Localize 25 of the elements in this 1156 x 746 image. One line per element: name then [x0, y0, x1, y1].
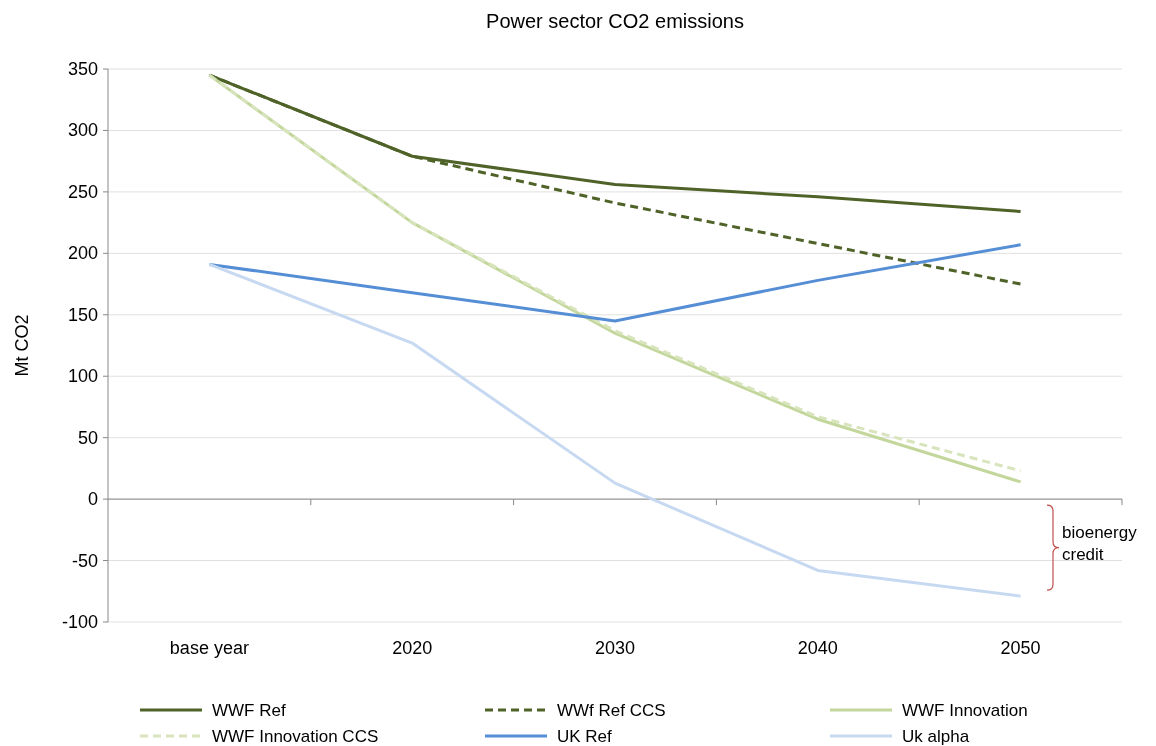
- legend-label: WWF Innovation: [902, 701, 1028, 720]
- y-tick-label: -100: [61, 612, 98, 632]
- y-tick-label: 250: [67, 181, 98, 202]
- legend-label: WWF Ref: [212, 701, 286, 720]
- y-tick-label: 300: [67, 120, 98, 141]
- y-tick-label: -50: [71, 550, 98, 571]
- legend-label: WWf Ref CCS: [557, 701, 666, 720]
- x-tick-label: 2030: [594, 638, 636, 658]
- chart-title: Power sector CO2 emissions: [486, 10, 744, 32]
- y-tick-label: 0: [87, 489, 98, 510]
- y-tick-label: 200: [67, 243, 98, 264]
- x-tick-label: 2040: [797, 638, 838, 658]
- legend-label: Uk alpha: [902, 727, 970, 746]
- x-tick-label: 2020: [392, 638, 433, 658]
- annotation: bioenergy credit: [1062, 522, 1138, 564]
- y-axis-title: Mt CO2: [12, 314, 32, 377]
- y-tick-label: 50: [77, 427, 98, 448]
- legend-label: WWF Innovation CCS: [212, 727, 379, 746]
- x-tick-label: 2050: [1000, 638, 1041, 658]
- x-tick-label: base year: [169, 638, 249, 658]
- y-tick-label: 100: [67, 366, 98, 387]
- y-tick-label: 150: [67, 304, 98, 325]
- legend-label: UK Ref: [557, 727, 613, 746]
- y-tick-label: 350: [67, 59, 98, 79]
- line-series: [207, 262, 1023, 598]
